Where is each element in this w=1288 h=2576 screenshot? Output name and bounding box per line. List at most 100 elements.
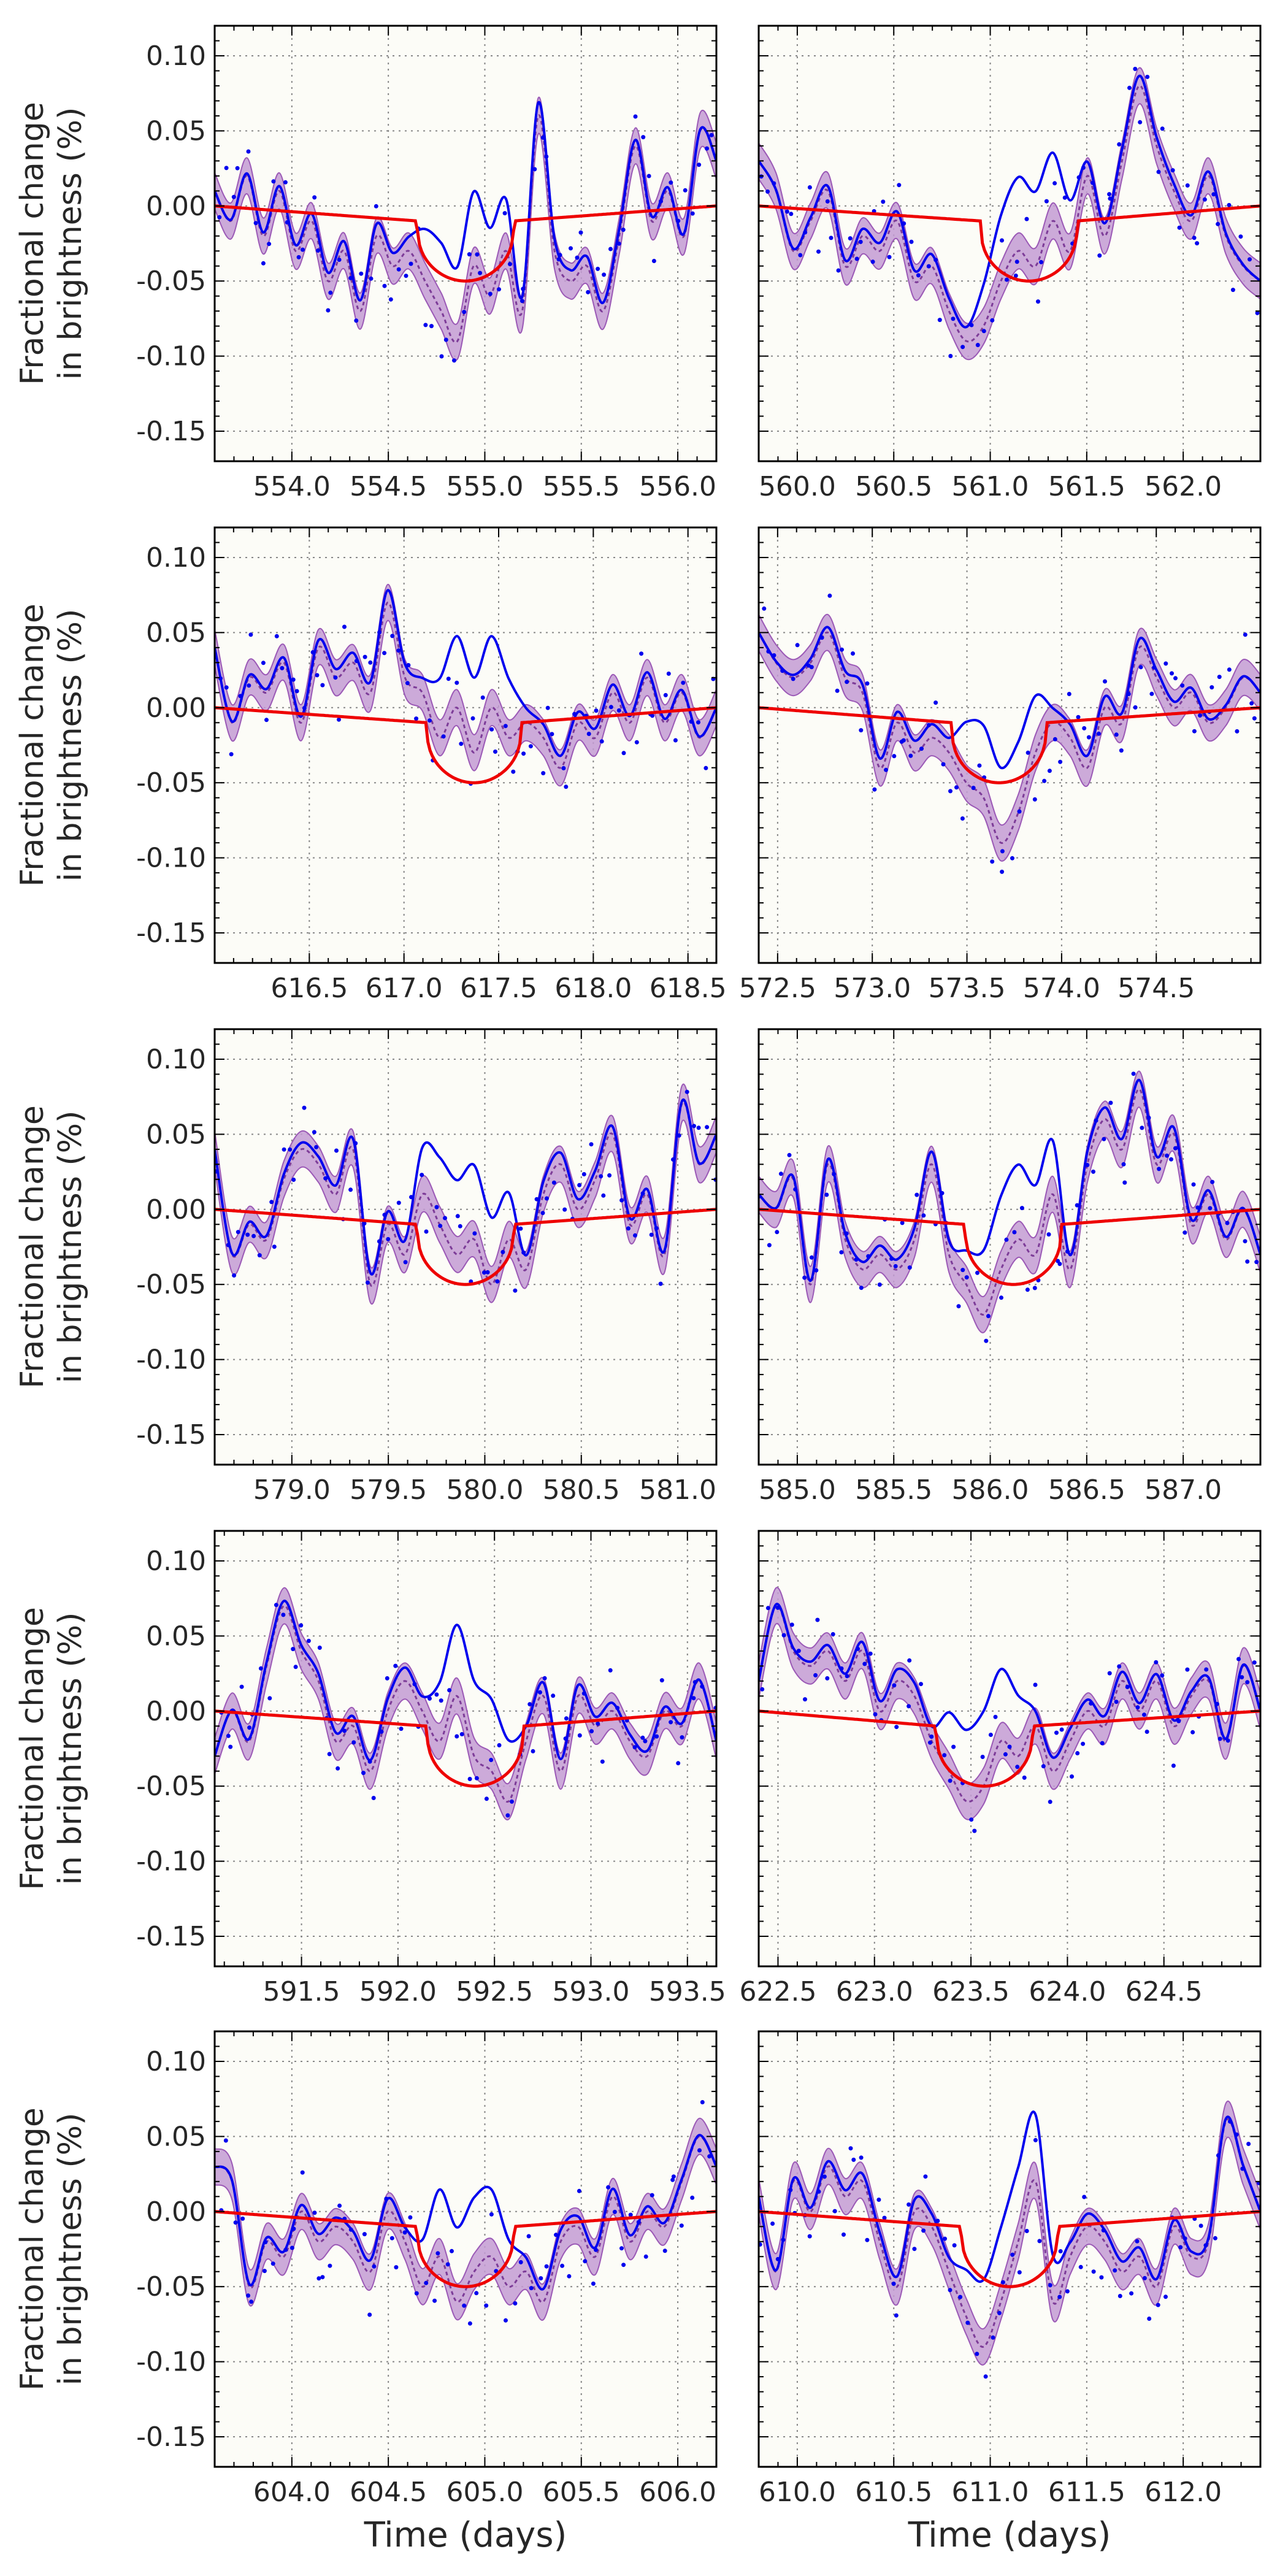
data-point: [621, 228, 626, 232]
data-point: [532, 167, 537, 172]
data-point: [508, 262, 512, 267]
detrended-mean-line: [215, 1604, 716, 1803]
x-tick-label: 592.5: [456, 1976, 533, 2007]
x-tick-label: 605.0: [446, 2477, 523, 2508]
data-point: [1235, 729, 1240, 734]
data-point: [399, 1727, 404, 1731]
uncertainty-band: [759, 1587, 1260, 1820]
data-point: [359, 271, 364, 276]
data-point: [1195, 241, 1200, 246]
y-tick-label: -0.10: [136, 2347, 206, 2378]
x-tick-label: 560.5: [855, 471, 932, 502]
data-point: [261, 261, 266, 266]
data-point: [223, 2138, 228, 2143]
data-point: [493, 749, 497, 754]
data-point: [489, 1758, 494, 1762]
x-axis-label: Time (days): [364, 2515, 567, 2555]
data-point: [481, 1270, 486, 1275]
data-point: [673, 738, 678, 743]
x-tick-label: 580.5: [543, 1474, 620, 1506]
data-point: [839, 1250, 844, 1255]
data-point: [1190, 1730, 1195, 1735]
panel-5: 579.0 579.5 580.0 580.5 581.0 0.10 0.05 0.00 -0.…: [14, 1028, 718, 1506]
data-point: [643, 1739, 648, 1744]
data-point: [965, 2320, 970, 2325]
data-point: [948, 354, 953, 358]
data-point: [926, 264, 931, 269]
data-point: [845, 1674, 849, 1679]
data-point: [654, 1734, 659, 1739]
data-point: [942, 1753, 947, 1758]
data-point: [621, 751, 626, 756]
data-point: [1138, 120, 1143, 125]
data-point: [342, 1728, 347, 1733]
y-axis-label-line2: in brightness (%): [52, 107, 89, 380]
data-point: [894, 2313, 899, 2318]
y-tick-label: 0.10: [146, 542, 206, 573]
x-tick-label: 606.0: [639, 2477, 716, 2508]
data-point: [658, 1281, 663, 1286]
data-point: [1191, 1182, 1196, 1187]
y-tick-label: 0.00: [146, 1696, 206, 1727]
data-point: [1243, 1239, 1248, 1244]
data-point: [1243, 632, 1248, 637]
data-point: [705, 146, 709, 151]
data-point: [390, 634, 395, 638]
data-point: [372, 2264, 377, 2269]
data-point: [1171, 1763, 1176, 1768]
data-point: [484, 2303, 489, 2308]
panel-6: 585.0 585.5 586.0 586.5 587.0: [757, 1028, 1262, 1506]
data-point: [281, 1612, 286, 1617]
transit-model-line: [215, 706, 716, 784]
data-point: [1178, 2245, 1183, 2250]
data-point: [1107, 192, 1112, 197]
data-point: [312, 2210, 317, 2215]
x-tick-label: 623.0: [836, 1976, 913, 2007]
data-point: [907, 1265, 912, 1270]
data-point: [317, 1646, 322, 1650]
data-point: [960, 1268, 965, 1273]
detrended-mean-line: [215, 114, 716, 343]
data-point: [293, 1665, 298, 1669]
data-point: [872, 787, 877, 792]
data-point: [1025, 1287, 1030, 1292]
x-axis-label: Time (days): [908, 2515, 1111, 2555]
data-point: [960, 345, 965, 350]
data-point: [977, 763, 982, 768]
data-point: [467, 2321, 472, 2326]
data-point: [403, 1260, 408, 1265]
x-tick-label: 617.0: [366, 973, 443, 1004]
data-point: [669, 1720, 673, 1725]
data-point: [247, 683, 251, 688]
data-point: [1000, 849, 1005, 854]
data-point: [388, 297, 393, 302]
data-point: [809, 665, 814, 670]
data-point: [513, 2301, 518, 2306]
data-point: [589, 1142, 594, 1147]
data-point: [596, 1721, 600, 1726]
data-point: [760, 1687, 765, 1692]
data-point: [531, 1749, 535, 1754]
data-point: [438, 1224, 443, 1229]
data-point: [374, 204, 378, 209]
data-point: [789, 1622, 794, 1627]
y-tick-label: 0.10: [146, 40, 206, 72]
data-point: [459, 742, 464, 746]
y-tick-label: -0.15: [136, 1921, 206, 1952]
x-tick-label: 561.0: [952, 471, 1029, 502]
data-point: [551, 1693, 556, 1698]
data-point: [224, 166, 229, 171]
data-point: [420, 1173, 424, 1178]
data-point: [941, 762, 946, 767]
data-point: [601, 1193, 606, 1198]
data-point: [1048, 2283, 1052, 2288]
x-tick-label: 587.0: [1144, 1474, 1222, 1506]
data-point: [441, 734, 446, 739]
data-point: [299, 1623, 304, 1628]
data-point: [236, 1230, 240, 1235]
x-tick-label: 555.0: [446, 471, 523, 502]
data-point: [795, 643, 800, 648]
data-point: [1246, 2142, 1251, 2146]
transit-model-line: [215, 1709, 716, 1788]
